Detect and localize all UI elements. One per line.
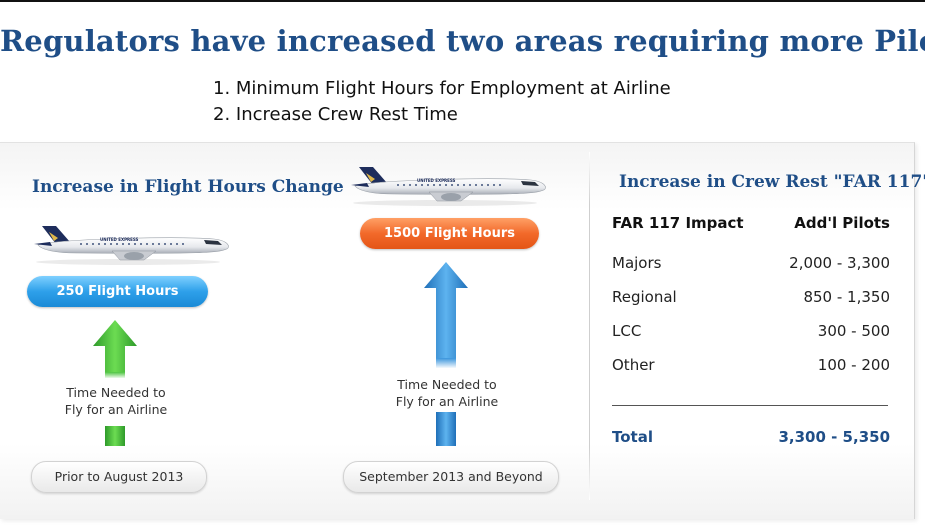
panel-divider xyxy=(589,152,590,500)
reason-item: 1. Minimum Flight Hours for Employment a… xyxy=(213,78,671,99)
before-period-label: Prior to August 2013 xyxy=(31,461,207,493)
before-time-note: Time Needed to Fly for an Airline xyxy=(43,384,189,418)
after-period-label: September 2013 and Beyond xyxy=(343,461,559,493)
table-row: Regional 850 - 1,350 xyxy=(612,288,890,322)
time-note-line: Time Needed to xyxy=(397,377,497,392)
row-value: 100 - 200 xyxy=(817,356,890,374)
crew-rest-title: Increase in Crew Rest "FAR 117" xyxy=(619,172,925,192)
table-row: Other 100 - 200 xyxy=(612,356,890,390)
before-hours-pill: 250 Flight Hours xyxy=(27,276,208,307)
row-value: 850 - 1,350 xyxy=(803,288,890,306)
content-panel xyxy=(0,142,915,519)
header-impact: FAR 117 Impact xyxy=(612,214,744,232)
time-note-line: Fly for an Airline xyxy=(395,394,499,409)
after-time-note: Time Needed to Fly for an Airline xyxy=(374,376,520,410)
up-arrow-icon xyxy=(424,262,468,446)
table-header-row: FAR 117 Impact Add'l Pilots xyxy=(612,214,890,254)
row-label: Majors xyxy=(612,254,662,272)
plane-livery: UNITED EXPRESS xyxy=(100,237,139,242)
flight-hours-title: Increase in Flight Hours Change xyxy=(32,177,344,197)
total-label: Total xyxy=(612,428,653,446)
total-value: 3,300 - 5,350 xyxy=(778,428,890,446)
time-note-line: Fly for an Airline xyxy=(64,402,168,417)
total-divider xyxy=(612,405,888,406)
table-row: LCC 300 - 500 xyxy=(612,322,890,356)
top-rule xyxy=(0,0,925,2)
reasons-list: 1. Minimum Flight Hours for Employment a… xyxy=(213,76,671,128)
page-title: Regulators have increased two areas requ… xyxy=(0,24,925,58)
row-value: 2,000 - 3,300 xyxy=(789,254,890,272)
plane-livery: UNITED EXPRESS xyxy=(417,178,456,183)
table-row: Majors 2,000 - 3,300 xyxy=(612,254,890,288)
row-value: 300 - 500 xyxy=(817,322,890,340)
after-hours-pill: 1500 Flight Hours xyxy=(360,218,539,249)
time-note-line: Time Needed to xyxy=(66,385,166,400)
airliner-icon: UNITED EXPRESS xyxy=(34,226,229,265)
up-arrow-icon xyxy=(93,320,137,446)
reason-item: 2. Increase Crew Rest Time xyxy=(213,104,458,125)
airliner-icon: UNITED EXPRESS xyxy=(351,167,546,206)
row-label: Regional xyxy=(612,288,677,306)
row-label: LCC xyxy=(612,322,642,340)
row-label: Other xyxy=(612,356,655,374)
impact-table: FAR 117 Impact Add'l Pilots Majors 2,000… xyxy=(612,214,890,390)
header-pilots: Add'l Pilots xyxy=(794,214,890,232)
